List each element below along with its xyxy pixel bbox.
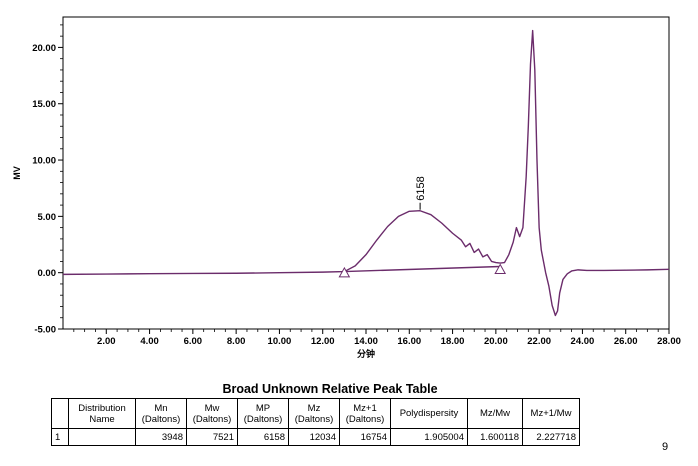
- table-row: 1 3948 7521 6158 12034 16754 1.905004 1.600118 2…: [51, 428, 580, 446]
- x-tick-label: 28.00: [657, 336, 681, 347]
- table-header-cell: Mz+1/Mw: [522, 398, 580, 429]
- y-tick-label: 10.00: [32, 156, 56, 167]
- x-tick-label: 6.00: [184, 336, 203, 347]
- header-line: MP: [255, 402, 271, 414]
- table-cell: 6158: [237, 428, 289, 446]
- table-header-cell: Mz+1 (Daltons): [339, 398, 391, 429]
- page-number: 9: [662, 441, 669, 453]
- x-tick-label: 16.00: [397, 336, 421, 347]
- header-line: (Daltons): [141, 413, 181, 425]
- table-cell: 16754: [339, 428, 391, 446]
- header-line: Polydispersity: [399, 408, 459, 419]
- table-cell: 1.600118: [467, 428, 523, 446]
- header-line: Name: [89, 413, 115, 425]
- header-line: (Daltons): [294, 413, 334, 425]
- peak-boundary-marker: [338, 266, 351, 278]
- annotation-layer: 6158: [415, 176, 427, 210]
- header-line: Distribution: [78, 402, 126, 414]
- header-line: Mw: [204, 402, 220, 414]
- header-line: Mz/Mw: [479, 408, 511, 419]
- x-tick-label: 10.00: [268, 336, 292, 347]
- x-tick-label: 8.00: [227, 336, 246, 347]
- x-tick-label: 14.00: [354, 336, 378, 347]
- table-header-row: Distribution Name Mn (Daltons) Mw (Daltons) MP…: [51, 398, 580, 429]
- baseline-line: [344, 265, 501, 273]
- table-header-cell: Mw (Daltons): [186, 398, 238, 429]
- plot-frame: [62, 16, 670, 330]
- table-cell: 1: [51, 428, 69, 446]
- x-axis-ticks: 2.00 4.00 6.00 8.00 10.00 12.00 14.00 16.00 18.0…: [73, 329, 681, 347]
- peak-label: 6158: [415, 176, 427, 200]
- table-cell: 7521: [186, 428, 238, 446]
- x-tick-label: 4.00: [140, 336, 159, 347]
- table-cell: 2.227718: [522, 428, 580, 446]
- y-tick-label: -5.00: [34, 325, 56, 336]
- table-cell: 1.905004: [390, 428, 468, 446]
- header-line: (Daltons): [243, 413, 283, 425]
- y-tick-label: 20.00: [32, 43, 56, 54]
- table-cell: [68, 428, 136, 446]
- table-header-cell: [51, 398, 69, 429]
- table-cell: 12034: [288, 428, 340, 446]
- y-axis-ticks: -5.00 0.00 5.00 10.00 15.00 20.00: [32, 24, 63, 336]
- x-tick-label: 26.00: [614, 336, 638, 347]
- x-tick-label: 12.00: [311, 336, 335, 347]
- y-tick-label: 15.00: [32, 99, 56, 110]
- x-tick-label: 22.00: [527, 336, 551, 347]
- series-layer: [62, 29, 670, 317]
- table-header-cell: Mz/Mw: [467, 398, 523, 429]
- marker-layer: [338, 263, 507, 278]
- header-line: Mz+1/Mw: [530, 408, 572, 419]
- table-header-cell: Polydispersity: [390, 398, 468, 429]
- x-tick-label: 2.00: [97, 336, 116, 347]
- header-line: (Daltons): [345, 413, 385, 425]
- table-header-cell: MP (Daltons): [237, 398, 289, 429]
- table-header-cell: Distribution Name: [68, 398, 136, 429]
- table-header-cell: Mn (Daltons): [135, 398, 187, 429]
- chromatogram-trace: [62, 29, 670, 317]
- y-axis-title: MV: [12, 166, 22, 180]
- x-tick-label: 20.00: [484, 336, 508, 347]
- table-body: 1 3948 7521 6158 12034 16754 1.905004 1.600118 2…: [51, 428, 580, 446]
- x-axis-title: 分钟: [357, 348, 375, 359]
- y-tick-label: 5.00: [38, 212, 57, 223]
- header-line: Mn: [154, 402, 168, 414]
- peak-table: Distribution Name Mn (Daltons) Mw (Daltons) MP…: [51, 398, 580, 446]
- header-line: Mz: [307, 402, 321, 414]
- header-line: (Daltons): [192, 413, 232, 425]
- header-line: Mz+1: [353, 402, 377, 414]
- peak-boundary-marker: [494, 263, 507, 275]
- chromatogram-chart: 2.00 4.00 6.00 8.00 10.00 12.00 14.00 16.00 18.0…: [12, 16, 681, 359]
- x-tick-label: 18.00: [441, 336, 465, 347]
- peak-table-title: Broad Unknown Relative Peak Table: [222, 382, 438, 396]
- y-tick-label: 0.00: [38, 268, 57, 279]
- table-cell: 3948: [135, 428, 187, 446]
- table-header-cell: Mz (Daltons): [288, 398, 340, 429]
- x-tick-label: 24.00: [571, 336, 595, 347]
